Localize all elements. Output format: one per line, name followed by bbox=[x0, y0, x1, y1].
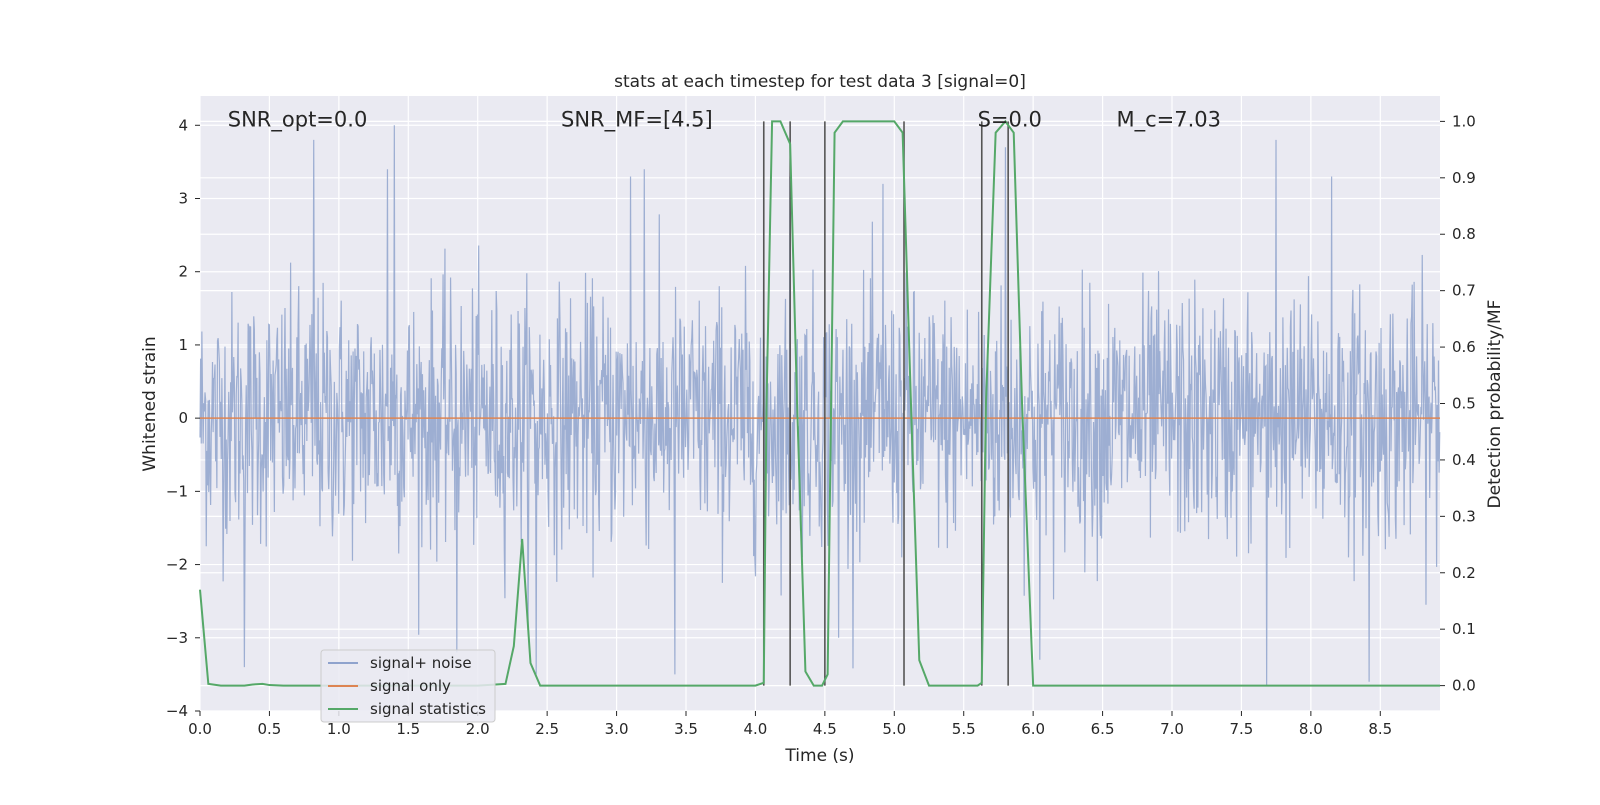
line-signal-statistics bbox=[199, 119, 1440, 687]
y-right-tick-label-10: 1.0 bbox=[1452, 112, 1476, 130]
x-tick-label-4: 2.0 bbox=[466, 720, 490, 738]
annotation-1: SNR_MF=[4.5] bbox=[561, 107, 713, 132]
x-tick-label-11: 5.5 bbox=[952, 720, 976, 738]
y-right-tick-label-3: 0.3 bbox=[1452, 507, 1476, 525]
x-tick-label-16: 8.0 bbox=[1299, 720, 1323, 738]
y-left-tick-label-0: −4 bbox=[166, 702, 188, 720]
x-tick-label-14: 7.0 bbox=[1160, 720, 1184, 738]
annotation-3: M_c=7.03 bbox=[1116, 107, 1221, 132]
y-right-tick-label-6: 0.6 bbox=[1452, 338, 1476, 356]
y-right-tick-label-7: 0.7 bbox=[1452, 282, 1476, 300]
x-tick-label-6: 3.0 bbox=[605, 720, 629, 738]
y-left-tick-label-1: −3 bbox=[166, 629, 188, 647]
x-tick-label-13: 6.5 bbox=[1091, 720, 1115, 738]
y-left-tick-label-2: −2 bbox=[166, 556, 188, 574]
y-left-tick-label-4: 0 bbox=[178, 409, 188, 427]
series-signal-statistics bbox=[199, 119, 1440, 687]
y-left-axis-ticks: −4 −3 −2 −1 0 1 2 3 4 bbox=[166, 116, 200, 720]
y-left-tick-label-5: 1 bbox=[178, 336, 188, 354]
y-right-tick-label-2: 0.2 bbox=[1452, 564, 1476, 582]
x-tick-label-9: 4.5 bbox=[813, 720, 837, 738]
legend-box bbox=[320, 649, 496, 723]
y-right-tick-label-4: 0.4 bbox=[1452, 451, 1476, 469]
line-signal-noise bbox=[199, 125, 1441, 686]
y-right-axis-ticks: 0.0 0.1 0.2 0.3 0.4 0.5 0.6 0.7 0.8 0.9 1.0 bbox=[1440, 112, 1476, 695]
x-tick-label-15: 7.5 bbox=[1230, 720, 1254, 738]
x-axis-ticks: 0.0 0.5 1.0 1.5 2.0 2.5 3.0 3.5 4.0 4.5 5.0 5.5 6.0 6… bbox=[188, 711, 1392, 738]
y-right-tick-label-1: 0.1 bbox=[1452, 620, 1476, 638]
legend-label-signal-statistics: signal statistics bbox=[370, 700, 486, 718]
x-tick-label-12: 6.0 bbox=[1021, 720, 1045, 738]
x-tick-label-5: 2.5 bbox=[535, 720, 559, 738]
annotations: SNR_opt=0.0 SNR_MF=[4.5] S=0.0 M_c=7.03 bbox=[228, 107, 1221, 132]
y-right-axis-label: Detection probability/MF bbox=[1485, 300, 1505, 509]
chart-title: stats at each timestep for test data 3 [… bbox=[614, 72, 1026, 92]
detection-markers bbox=[762, 121, 1009, 686]
y-right-tick-label-9: 0.9 bbox=[1452, 169, 1476, 187]
x-tick-label-1: 0.5 bbox=[257, 720, 281, 738]
x-tick-label-8: 4.0 bbox=[744, 720, 768, 738]
y-right-tick-label-0: 0.0 bbox=[1452, 677, 1476, 695]
series-signal-noise bbox=[199, 125, 1441, 686]
legend-label-signal-noise: signal+ noise bbox=[370, 654, 472, 672]
x-tick-label-7: 3.5 bbox=[674, 720, 698, 738]
y-left-axis-label: Whitened strain bbox=[140, 336, 160, 471]
y-left-tick-label-3: −1 bbox=[166, 482, 188, 500]
annotation-0: SNR_opt=0.0 bbox=[228, 107, 368, 132]
y-left-tick-label-6: 2 bbox=[178, 263, 188, 281]
x-tick-label-3: 1.5 bbox=[396, 720, 420, 738]
x-tick-label-0: 0.0 bbox=[188, 720, 212, 738]
y-left-tick-label-8: 4 bbox=[178, 116, 188, 134]
legend-label-signal-only: signal only bbox=[370, 677, 451, 695]
legend: signal+ noise signal only signal statist… bbox=[320, 649, 496, 723]
annotation-2: S=0.0 bbox=[978, 107, 1042, 131]
x-axis-label: Time (s) bbox=[784, 746, 854, 766]
x-tick-label-2: 1.0 bbox=[327, 720, 351, 738]
y-right-tick-label-5: 0.5 bbox=[1452, 395, 1476, 413]
y-left-tick-label-7: 3 bbox=[178, 190, 188, 208]
x-tick-label-17: 8.5 bbox=[1368, 720, 1392, 738]
y-right-tick-label-8: 0.8 bbox=[1452, 225, 1476, 243]
x-tick-label-10: 5.0 bbox=[882, 720, 906, 738]
